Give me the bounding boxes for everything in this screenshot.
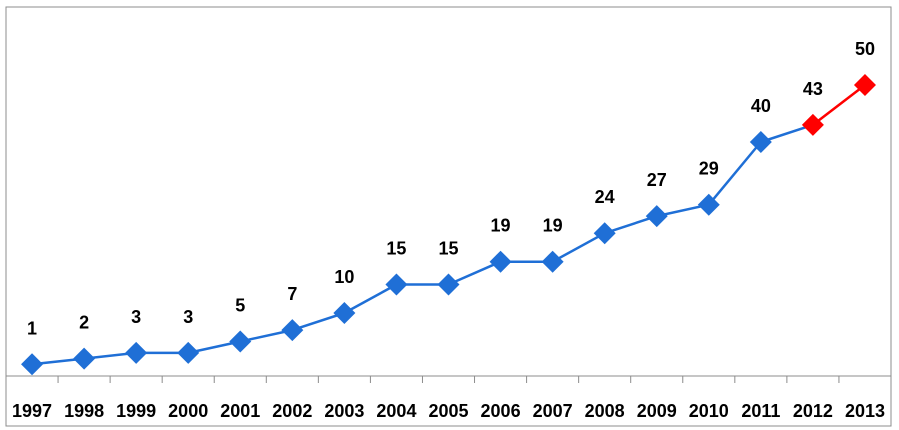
x-axis — [6, 375, 891, 383]
data-label-2005: 15 — [438, 239, 458, 259]
x-tick-label-2013: 2013 — [845, 401, 885, 421]
x-tick-label-2012: 2012 — [793, 401, 833, 421]
line-segment-2008-2009 — [604, 214, 658, 235]
data-label-2000: 3 — [183, 307, 193, 327]
data-label-2007: 19 — [543, 216, 563, 236]
x-tick-label-2005: 2005 — [428, 401, 468, 421]
x-tick-label-2002: 2002 — [272, 401, 312, 421]
line-segment-2010-2011 — [707, 141, 762, 206]
line-segment-2011-2012 — [760, 123, 814, 144]
x-tick-label-2004: 2004 — [376, 401, 416, 421]
line-segment-2012-2013 — [812, 84, 866, 126]
data-point-2002 — [281, 319, 304, 342]
data-label-2011: 40 — [751, 96, 771, 116]
data-label-2009: 27 — [647, 170, 667, 190]
x-tick-label-2007: 2007 — [533, 401, 573, 421]
data-label-2010: 29 — [699, 159, 719, 179]
data-labels: 1 2 3 3 5 7 10 15 15 19 19 24 27 29 40 43 50 — [27, 39, 875, 338]
data-point-2005 — [437, 273, 460, 296]
data-point-1999 — [125, 341, 148, 364]
x-tick-label-2003: 2003 — [324, 401, 364, 421]
x-tick-label-1997: 1997 — [12, 401, 52, 421]
line-segment-2005-2006 — [447, 260, 502, 286]
data-point-2004 — [385, 273, 408, 296]
x-tick-label-2010: 2010 — [689, 401, 729, 421]
line-segment-2002-2003 — [291, 311, 345, 332]
data-point-2013 — [853, 74, 876, 96]
data-label-2002: 7 — [287, 284, 297, 304]
data-point-2007 — [541, 250, 564, 273]
x-tick-label-1999: 1999 — [116, 401, 156, 421]
data-label-2006: 19 — [491, 216, 511, 236]
x-tick-label-2011: 2011 — [741, 401, 780, 421]
line-segment-2003-2004 — [343, 283, 398, 315]
data-label-2013: 50 — [855, 39, 875, 59]
data-point-2010 — [697, 193, 720, 216]
x-tick-label-2006: 2006 — [481, 401, 521, 421]
data-label-2003: 10 — [334, 267, 354, 287]
data-point-2008 — [593, 222, 616, 245]
data-point-2003 — [333, 302, 356, 324]
data-point-2011 — [749, 131, 772, 153]
x-tick-label-2000: 2000 — [168, 401, 208, 421]
x-tick-label-2009: 2009 — [637, 401, 677, 421]
data-label-2012: 43 — [803, 79, 823, 99]
data-label-2008: 24 — [595, 187, 615, 207]
data-label-2004: 15 — [386, 239, 406, 259]
x-tick-label-1998: 1998 — [64, 401, 104, 421]
x-tick-label-2008: 2008 — [585, 401, 625, 421]
data-point-2006 — [489, 250, 512, 273]
x-tick-label-2001: 2001 — [220, 401, 260, 421]
data-point-2012 — [801, 113, 824, 136]
data-point-1997 — [21, 353, 44, 376]
chart-border — [5, 6, 892, 427]
data-point-2000 — [177, 341, 200, 364]
data-label-2001: 5 — [235, 296, 245, 316]
series-markers — [21, 74, 876, 376]
data-label-1998: 2 — [79, 313, 89, 333]
data-point-1998 — [73, 347, 96, 370]
x-tick-labels: 1997 1998 1999 2000 2001 2002 2003 2004 2005 2006… — [12, 401, 885, 421]
data-point-2009 — [645, 205, 668, 228]
line-segment-2007-2008 — [552, 232, 606, 263]
data-label-1997: 1 — [27, 318, 37, 338]
data-label-1999: 3 — [131, 307, 141, 327]
data-point-2001 — [229, 330, 252, 353]
